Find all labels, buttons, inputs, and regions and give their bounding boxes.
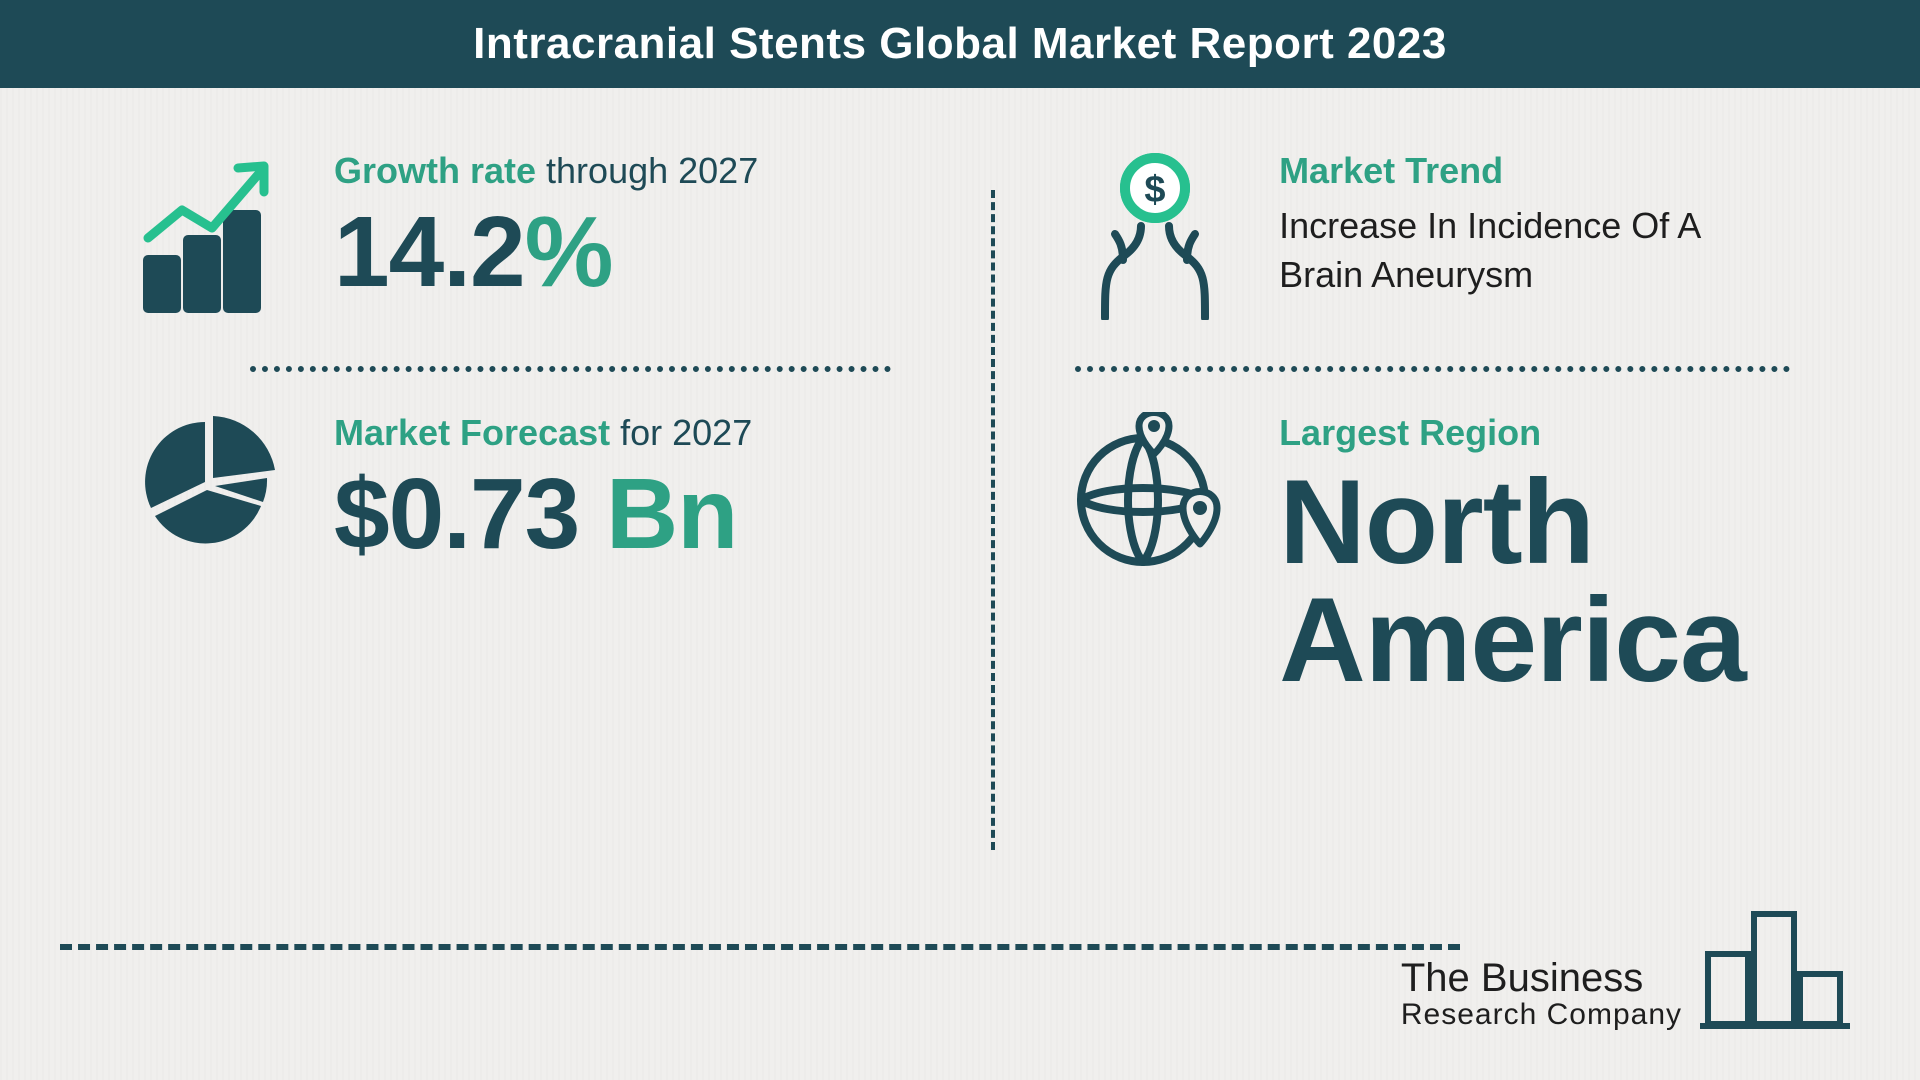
growth-chart-icon [130, 150, 290, 320]
brand-block: The Business Research Company [1401, 900, 1850, 1030]
brand-line2: Research Company [1401, 999, 1682, 1031]
svg-text:$: $ [1144, 169, 1165, 211]
left-column: Growth rate through 2027 14.2% [130, 150, 991, 890]
brand-line1: The Business [1401, 957, 1682, 999]
forecast-label-strong: Market Forecast [334, 412, 610, 453]
region-value-line1: North [1279, 455, 1594, 589]
right-column: $ Market Trend Increase In Incidence Of … [995, 150, 1790, 890]
forecast-value: $0.73 Bn [334, 464, 951, 564]
page-title: Intracranial Stents Global Market Report… [473, 19, 1447, 69]
right-dot-divider [1075, 366, 1790, 372]
growth-label: Growth rate through 2027 [334, 150, 951, 192]
trend-label: Market Trend [1279, 150, 1790, 192]
region-label: Largest Region [1279, 412, 1790, 454]
region-value: North America [1279, 464, 1790, 699]
forecast-block: Market Forecast for 2027 $0.73 Bn [130, 412, 951, 564]
region-block: Largest Region North America [1075, 412, 1790, 699]
region-text-slot: Largest Region North America [1279, 412, 1790, 699]
bar-buildings-icon [1700, 900, 1850, 1030]
growth-block: Growth rate through 2027 14.2% [130, 150, 951, 320]
growth-value-number: 14.2 [334, 196, 525, 308]
forecast-label: Market Forecast for 2027 [334, 412, 951, 454]
globe-pins-icon [1075, 412, 1235, 582]
region-value-line2: America [1279, 573, 1746, 707]
left-dot-divider [250, 366, 891, 372]
title-bar: Intracranial Stents Global Market Report… [0, 0, 1920, 88]
brand-text: The Business Research Company [1401, 957, 1682, 1031]
growth-label-rest: through 2027 [536, 150, 758, 191]
hands-coin-icon: $ [1075, 150, 1235, 320]
trend-description: Increase In Incidence Of A Brain Aneurys… [1279, 202, 1790, 299]
forecast-label-rest: for 2027 [610, 412, 752, 453]
growth-value: 14.2% [334, 202, 951, 302]
forecast-value-number: $0.73 [334, 458, 579, 570]
trend-text-slot: Market Trend Increase In Incidence Of A … [1279, 150, 1790, 299]
growth-text: Growth rate through 2027 14.2% [334, 150, 951, 302]
growth-value-unit: % [525, 196, 613, 308]
content-grid: Growth rate through 2027 14.2% [130, 150, 1790, 890]
forecast-value-unit: Bn [579, 458, 737, 570]
pie-chart-icon [130, 412, 290, 562]
growth-label-strong: Growth rate [334, 150, 536, 191]
trend-block: $ Market Trend Increase In Incidence Of … [1075, 150, 1790, 320]
forecast-text: Market Forecast for 2027 $0.73 Bn [334, 412, 951, 564]
footer-dash-divider [60, 944, 1460, 950]
